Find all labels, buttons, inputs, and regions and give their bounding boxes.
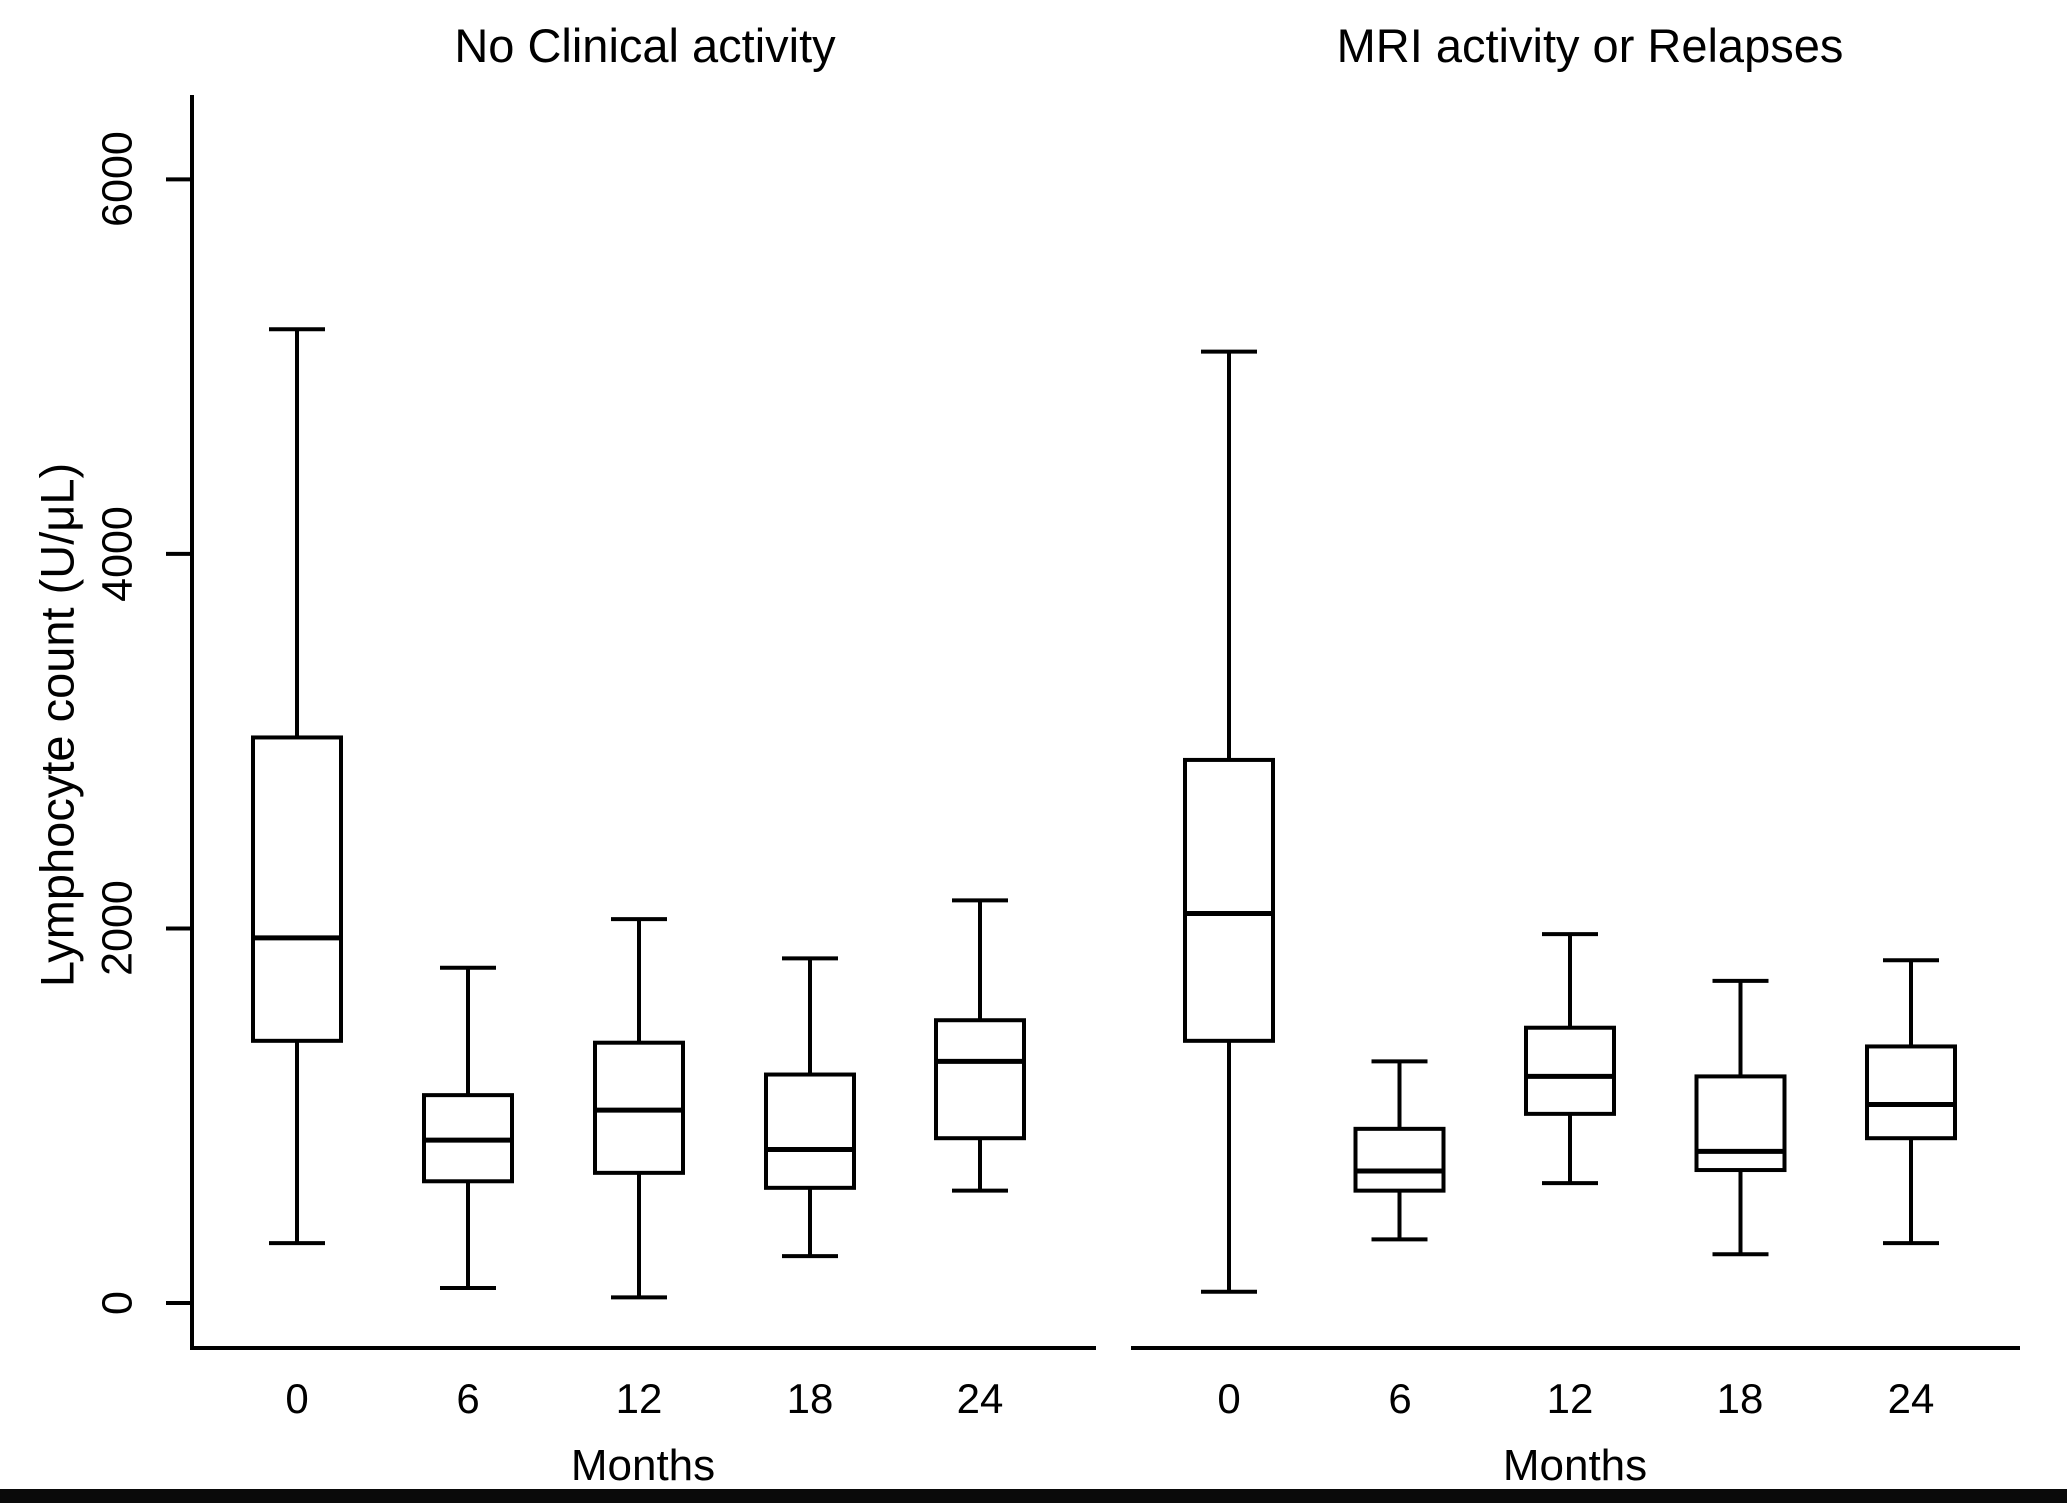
y-axis-label: Lymphocyte count (U/μL) xyxy=(30,462,84,988)
x-tick-left-12: 12 xyxy=(615,1375,663,1422)
iqr-box xyxy=(1865,1044,1957,1141)
boxplot-no-clinical-activity-month-18 xyxy=(764,956,856,1259)
y-tick-label-2000: 2000 xyxy=(93,880,142,976)
boxplot-no-clinical-activity-month-6 xyxy=(422,965,514,1291)
iqr-box xyxy=(934,1018,1026,1141)
boxplot-mri-activity-or-relapses-month-0 xyxy=(1183,349,1275,1294)
x-tick-right-18: 18 xyxy=(1716,1375,1764,1422)
x-tick-left-0: 0 xyxy=(285,1375,309,1422)
x-axis-label-left: Months xyxy=(570,1441,716,1490)
boxplot-mri-activity-or-relapses-month-24 xyxy=(1865,958,1957,1246)
bottom-bar xyxy=(0,1489,2067,1503)
x-tick-left-24: 24 xyxy=(956,1375,1004,1422)
y-tick-label-0: 0 xyxy=(93,1291,142,1315)
boxplot-mri-activity-or-relapses-month-18 xyxy=(1694,978,1787,1257)
x-tick-left-6: 6 xyxy=(456,1375,480,1422)
iqr-box xyxy=(1524,1025,1616,1116)
x-axis-label-right: Months xyxy=(1502,1441,1648,1490)
y-tick-label-6000: 6000 xyxy=(93,131,142,227)
iqr-box xyxy=(764,1072,856,1190)
iqr-box xyxy=(1353,1126,1446,1193)
panel-title-left: No Clinical activity xyxy=(454,19,836,72)
boxplot-no-clinical-activity-month-24 xyxy=(934,898,1026,1193)
x-tick-right-12: 12 xyxy=(1546,1375,1594,1422)
x-tick-right-24: 24 xyxy=(1887,1375,1935,1422)
iqr-box xyxy=(251,735,343,1043)
x-tick-right-0: 0 xyxy=(1217,1375,1241,1422)
y-tick-label-4000: 4000 xyxy=(93,506,142,602)
x-tick-right-6: 6 xyxy=(1388,1375,1412,1422)
boxplot-mri-activity-or-relapses-month-12 xyxy=(1524,932,1616,1186)
boxplot-no-clinical-activity-month-12 xyxy=(593,917,685,1300)
boxplot-mri-activity-or-relapses-month-6 xyxy=(1353,1059,1446,1242)
iqr-box xyxy=(1183,757,1275,1043)
boxplot-no-clinical-activity-month-0 xyxy=(251,327,343,1246)
iqr-box xyxy=(1694,1074,1787,1173)
x-tick-left-18: 18 xyxy=(786,1375,834,1422)
panel-title-right: MRI activity or Relapses xyxy=(1336,19,1844,72)
